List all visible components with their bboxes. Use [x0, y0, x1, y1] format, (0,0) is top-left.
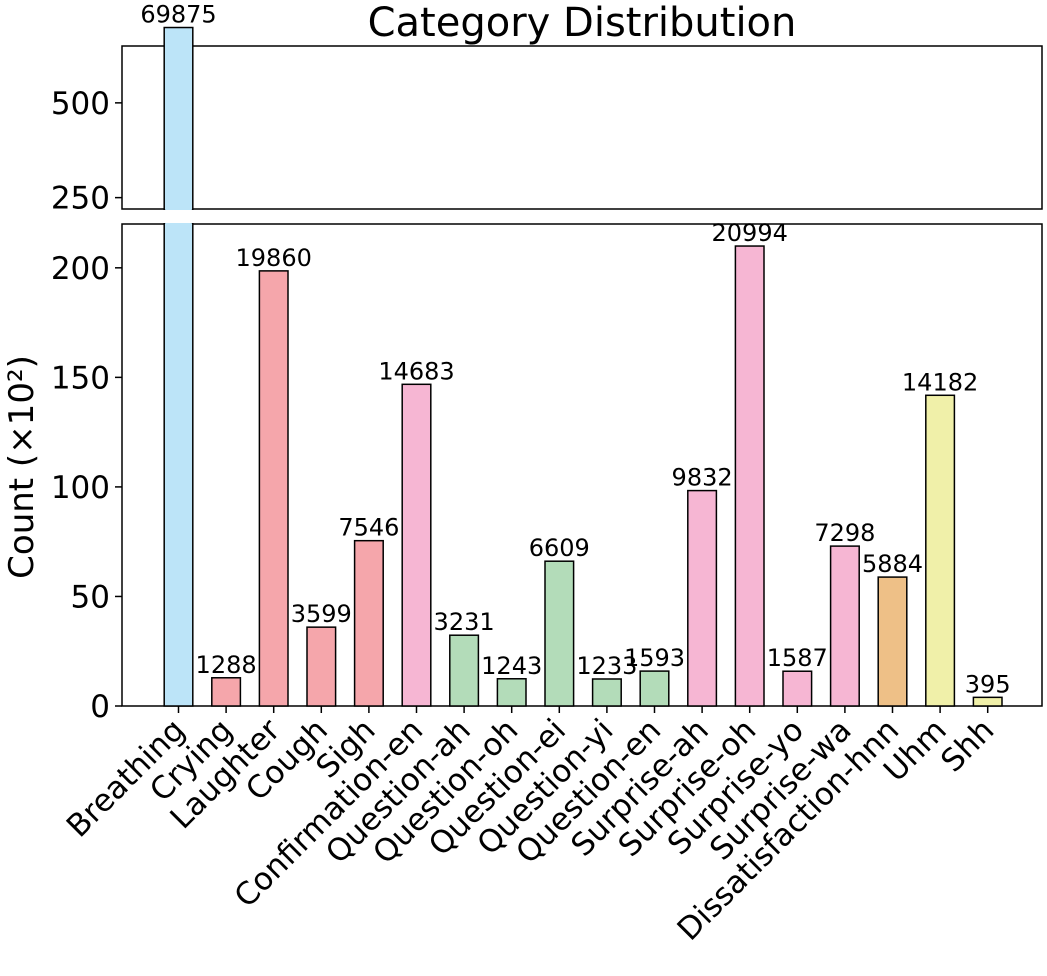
- bar-Question-en: [639, 670, 670, 707]
- bar-Question-ah: [449, 634, 480, 707]
- bar-Crying: [211, 677, 242, 707]
- bar-lower-Breathing: [163, 222, 194, 707]
- bar-Surprise-oh: [734, 245, 765, 707]
- bar-Dissatisfaction-hnn: [877, 576, 908, 707]
- bar-Question-oh: [496, 678, 527, 707]
- data-label: 1288: [196, 651, 257, 679]
- data-label: 5884: [862, 550, 923, 578]
- bar-break-fill-lower: [165, 222, 192, 226]
- bar-Uhm: [925, 394, 956, 707]
- bar-break-fill-upper: [165, 207, 192, 211]
- y-tick-label: 200: [51, 251, 110, 287]
- data-label: 19860: [236, 244, 312, 272]
- chart-title: Category Distribution: [368, 0, 797, 46]
- y-tick-label: 500: [51, 86, 110, 122]
- axis-break-gap: [120, 210, 1044, 223]
- x-tick-label: Shh: [934, 712, 1001, 779]
- y-tick-label: 250: [51, 181, 110, 217]
- data-label: 1243: [481, 652, 542, 680]
- data-label: 1233: [576, 652, 637, 680]
- bar-Confirmation-en: [401, 383, 432, 707]
- bar-Surprise-wa: [829, 545, 860, 707]
- bar-Question-yi: [591, 678, 622, 707]
- y-tick-label: 50: [71, 579, 110, 615]
- data-label: 14683: [378, 357, 454, 385]
- lower-panel-frame: [121, 223, 1043, 707]
- data-label: 7298: [814, 519, 875, 547]
- upper-panel-frame: [121, 45, 1043, 210]
- bar-Cough: [306, 626, 337, 707]
- bar-Shh: [972, 696, 1003, 707]
- y-axis-label: Count (×10²): [2, 355, 42, 579]
- bar-Surprise-ah: [687, 489, 718, 707]
- data-label: 14182: [902, 368, 978, 396]
- data-label: 20994: [712, 219, 788, 247]
- data-label: 395: [965, 670, 1011, 698]
- data-label: 7546: [338, 514, 399, 542]
- data-label: 6609: [529, 534, 590, 562]
- data-label: 1587: [767, 644, 828, 672]
- data-label: 69875: [140, 1, 216, 29]
- plot-area: 69875 1288 19860 3599 7546 14683 3231 1243 6609 1…: [51, 1, 1044, 948]
- bar-Surprise-yo: [782, 670, 813, 707]
- y-tick-label: 150: [51, 360, 110, 396]
- bar-Laughter: [258, 270, 289, 707]
- data-label: 3599: [291, 600, 352, 628]
- y-tick-label: 0: [90, 689, 110, 725]
- data-label: 1593: [624, 644, 685, 672]
- bar-Question-ei: [544, 560, 575, 707]
- y-tick-label: 100: [51, 470, 110, 506]
- data-label: 9832: [672, 464, 733, 492]
- data-label: 3231: [434, 608, 495, 636]
- bar-upper-Breathing: [163, 26, 194, 211]
- bar-Sigh: [353, 539, 384, 707]
